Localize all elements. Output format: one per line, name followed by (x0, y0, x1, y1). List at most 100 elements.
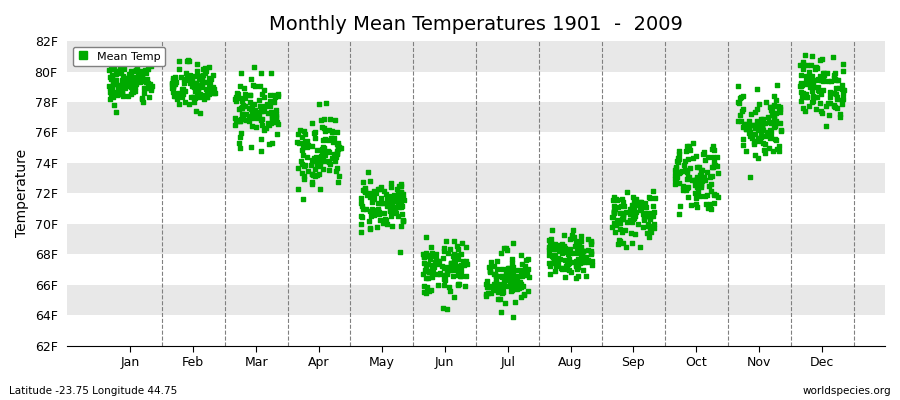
Point (418, 267, 433, 273)
Point (686, 140, 700, 146)
Point (814, 56, 829, 62)
Point (291, 186, 305, 192)
Point (799, 80, 814, 87)
Point (806, 98, 821, 104)
Point (481, 290, 495, 296)
Point (383, 208, 398, 214)
Point (760, 114, 775, 120)
Point (263, 103, 277, 110)
Point (128, 74, 142, 80)
Point (394, 203, 409, 210)
Point (442, 284, 456, 290)
Point (823, 100, 837, 106)
Point (550, 260, 564, 266)
Point (583, 250, 598, 256)
Point (571, 266, 585, 272)
Point (307, 165, 321, 172)
Point (264, 109, 278, 116)
Point (384, 194, 399, 201)
Point (238, 95, 252, 101)
Point (689, 174, 704, 180)
Point (202, 81, 216, 87)
Point (680, 169, 694, 176)
Point (388, 198, 402, 204)
Point (131, 72, 146, 79)
Point (115, 90, 130, 96)
Point (519, 257, 534, 264)
Point (675, 168, 689, 174)
Point (625, 206, 639, 212)
Point (515, 267, 529, 273)
Point (374, 194, 388, 201)
Point (433, 271, 447, 278)
Point (739, 121, 753, 128)
Point (356, 187, 371, 193)
Point (112, 85, 126, 92)
Point (706, 159, 721, 165)
Point (114, 85, 129, 91)
Point (502, 270, 517, 276)
Point (549, 263, 563, 269)
Point (733, 95, 747, 102)
Point (248, 64, 262, 70)
Point (752, 120, 767, 127)
Point (132, 74, 147, 80)
Point (619, 219, 634, 225)
Point (815, 76, 830, 83)
Point (184, 82, 199, 89)
Point (577, 256, 591, 263)
Point (810, 83, 824, 90)
Point (253, 103, 267, 110)
Point (610, 216, 625, 223)
Point (310, 160, 325, 167)
Point (132, 79, 147, 85)
Point (505, 256, 519, 262)
Point (241, 113, 256, 119)
Point (430, 271, 445, 277)
Point (691, 188, 706, 194)
Point (687, 176, 701, 183)
Point (245, 122, 259, 129)
Point (325, 134, 339, 141)
Point (429, 256, 444, 262)
Point (381, 220, 395, 227)
Point (103, 51, 117, 58)
Point (266, 119, 280, 126)
Point (354, 200, 368, 206)
Point (383, 203, 398, 210)
Point (680, 156, 695, 162)
Point (514, 281, 528, 287)
Point (542, 237, 556, 243)
Point (170, 91, 184, 97)
Point (553, 247, 567, 253)
Point (751, 127, 765, 133)
Point (497, 273, 511, 280)
Point (610, 219, 625, 225)
Point (702, 183, 716, 190)
Point (480, 283, 494, 290)
Point (544, 241, 558, 248)
Point (104, 91, 118, 97)
Point (313, 117, 328, 124)
Point (330, 140, 345, 147)
Point (141, 80, 156, 86)
Point (254, 136, 268, 142)
Point (835, 61, 850, 67)
Point (321, 167, 336, 174)
Point (565, 226, 580, 233)
Point (680, 174, 695, 181)
Point (426, 269, 440, 276)
Point (669, 172, 683, 178)
Point (206, 84, 220, 90)
Point (634, 205, 648, 211)
Point (237, 85, 251, 92)
Point (506, 268, 520, 274)
Point (359, 206, 374, 212)
Point (616, 240, 630, 246)
Point (327, 151, 341, 157)
Point (499, 245, 513, 251)
Point (188, 107, 202, 114)
Point (512, 284, 526, 291)
Point (768, 93, 782, 99)
Point (773, 108, 788, 115)
